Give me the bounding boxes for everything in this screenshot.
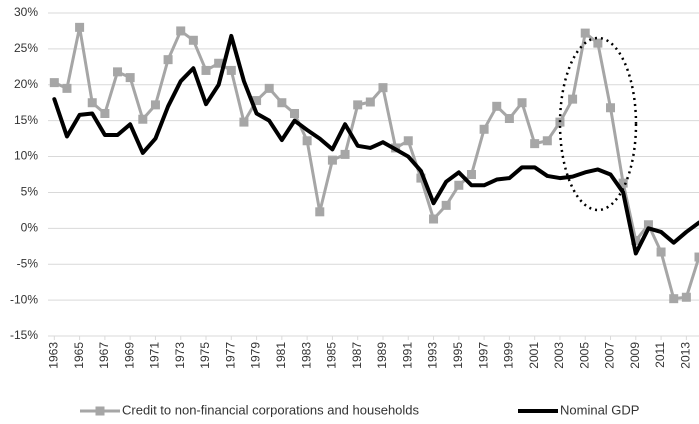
point <box>49 78 59 88</box>
y-tick-label: 0% <box>21 221 39 235</box>
x-tick-label: 2005 <box>577 342 591 369</box>
x-tick-label: 1977 <box>223 342 237 369</box>
point <box>277 98 287 108</box>
point <box>264 83 274 93</box>
highlight-ellipse <box>558 36 638 212</box>
point <box>87 98 97 108</box>
x-tick-label: 2001 <box>527 342 541 369</box>
point <box>226 65 236 75</box>
point <box>416 173 426 183</box>
point <box>289 108 299 118</box>
y-tick-label: 30% <box>14 5 38 19</box>
y-tick-label: -15% <box>10 328 38 342</box>
point <box>75 22 85 32</box>
point <box>150 100 160 110</box>
point <box>378 83 388 93</box>
point <box>327 155 337 165</box>
point <box>656 247 666 257</box>
point <box>302 136 312 146</box>
x-tick-label: 2007 <box>603 342 617 369</box>
series-line <box>52 25 699 301</box>
point <box>62 83 72 93</box>
point <box>669 294 679 304</box>
legend-marker <box>95 406 105 416</box>
point <box>403 136 413 146</box>
point <box>113 67 123 77</box>
legend-label: Credit to non-financial corporations and… <box>122 402 420 417</box>
x-tick-label: 1973 <box>173 342 187 369</box>
point <box>479 124 489 134</box>
x-tick-label: 1997 <box>476 342 490 369</box>
x-tick-label: 1995 <box>451 342 465 369</box>
legend-label: Nominal GDP <box>560 402 639 417</box>
x-tick-label: 1983 <box>299 342 313 369</box>
point <box>618 178 628 188</box>
point <box>694 252 699 262</box>
x-tick-label: 1985 <box>325 342 339 369</box>
point <box>643 220 653 230</box>
point <box>593 38 603 48</box>
point <box>568 94 578 104</box>
point <box>492 101 502 111</box>
x-tick-label: 1991 <box>400 342 414 369</box>
point <box>454 180 464 190</box>
point <box>315 207 325 217</box>
y-tick-label: 10% <box>14 149 38 163</box>
point <box>125 73 135 83</box>
x-tick-label: 2009 <box>628 342 642 369</box>
x-tick-label: 2011 <box>653 342 667 368</box>
point <box>214 58 224 68</box>
point <box>606 103 616 113</box>
point <box>353 100 363 110</box>
point <box>681 292 691 302</box>
point <box>555 117 565 127</box>
point <box>466 170 476 179</box>
point <box>188 35 198 45</box>
x-tick-label: 1965 <box>72 342 86 369</box>
y-tick-label: 25% <box>14 41 38 55</box>
series-line <box>52 33 699 256</box>
point <box>365 97 375 107</box>
x-tick-label: 1987 <box>350 342 364 369</box>
point <box>631 236 641 246</box>
point <box>542 136 552 146</box>
point <box>201 65 211 75</box>
y-tick-label: 20% <box>14 77 38 91</box>
y-tick-label: 15% <box>14 113 38 127</box>
point <box>138 114 148 124</box>
x-tick-label: 2003 <box>552 342 566 369</box>
point <box>163 55 173 65</box>
point <box>504 114 514 124</box>
x-tick-label: 1971 <box>148 342 162 369</box>
y-tick-label: -10% <box>10 292 38 306</box>
x-tick-label: 2013 <box>679 342 693 369</box>
point <box>176 26 186 36</box>
x-tick-label: 1967 <box>97 342 111 369</box>
x-tick-label: 1979 <box>249 342 263 369</box>
point <box>252 96 262 106</box>
point <box>429 214 439 224</box>
y-tick-label: -5% <box>17 256 39 270</box>
point <box>530 139 540 149</box>
x-tick-label: 1969 <box>122 342 136 369</box>
x-tick-label: 1999 <box>502 342 516 369</box>
y-tick-label: 5% <box>21 185 39 199</box>
point <box>100 108 110 118</box>
x-tick-label: 1963 <box>46 342 60 369</box>
point <box>580 28 590 38</box>
x-tick-label: 1989 <box>375 342 389 369</box>
x-tick-label: 1993 <box>426 342 440 369</box>
point <box>340 149 350 159</box>
x-tick-label: 1975 <box>198 342 212 369</box>
point <box>239 117 249 127</box>
x-tick-label: 1981 <box>274 342 288 369</box>
point <box>441 200 451 210</box>
point <box>517 98 527 108</box>
